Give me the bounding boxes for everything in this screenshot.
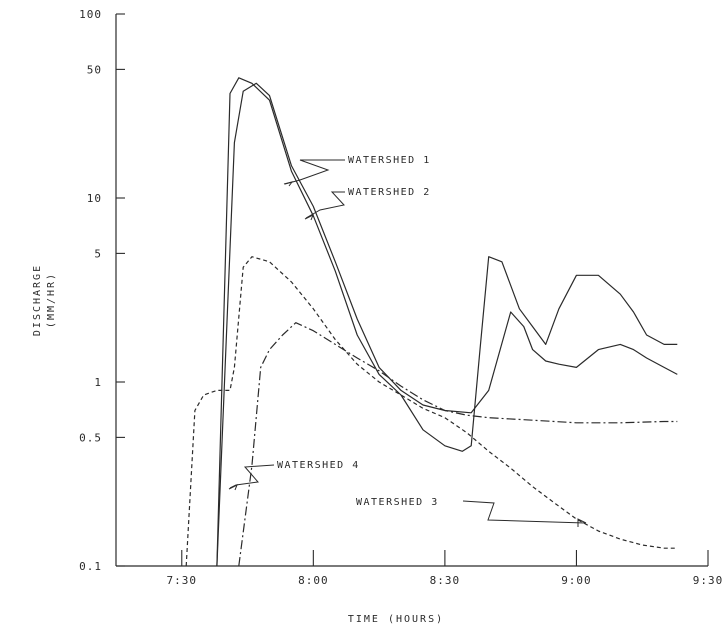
arrowhead-watershed-2	[304, 213, 314, 221]
x-tick-label: 8:00	[298, 574, 329, 587]
leader-watershed-2	[305, 191, 345, 219]
annotation-watershed-1: WATERSHED 1	[348, 155, 431, 166]
annotation-watershed-3: WATERSHED 3	[356, 497, 439, 508]
axis-titles: DISCHARGE (MM/HR) TIME (HOURS)	[32, 264, 444, 625]
series-line-watershed-4	[238, 322, 678, 567]
arrowhead-watershed-4	[228, 483, 238, 491]
x-tick-label: 8:30	[430, 574, 461, 587]
leader-watershed-1	[284, 159, 345, 185]
x-tick-label: 9:30	[693, 574, 724, 587]
y-axis-ticks: 0.1 0.5 1 5 10 50 100	[79, 8, 125, 573]
series-line-watershed-1	[216, 77, 678, 567]
series-group	[185, 77, 678, 567]
annotation-watershed-2: WATERSHED 2	[348, 187, 431, 198]
y-axis-units: (MM/HR)	[46, 272, 57, 328]
y-tick-label: 10	[87, 192, 102, 205]
x-axis-label: TIME (HOURS)	[348, 614, 444, 625]
series-line-watershed-3	[185, 256, 678, 567]
axes	[115, 14, 708, 567]
y-tick-label: 0.1	[79, 560, 102, 573]
x-axis-ticks: 7:30 8:00 8:30 9:00 9:30	[167, 550, 724, 587]
annotations: WATERSHED 1 WATERSHED 2 WATERSHED 4 WATE…	[228, 155, 587, 527]
y-tick-label: 0.5	[79, 431, 102, 444]
y-tick-label: 5	[94, 247, 102, 260]
y-axis-label: DISCHARGE	[32, 264, 43, 336]
y-tick-label: 1	[94, 376, 102, 389]
arrowhead-watershed-3	[577, 518, 587, 527]
y-tick-label: 50	[87, 63, 102, 76]
x-tick-label: 7:30	[167, 574, 198, 587]
annotation-watershed-4: WATERSHED 4	[277, 460, 360, 471]
x-tick-label: 9:00	[561, 574, 592, 587]
series-line-watershed-2	[216, 82, 678, 567]
arrowhead-watershed-1	[283, 181, 294, 187]
y-tick-label: 100	[79, 8, 102, 21]
leader-watershed-3	[462, 500, 586, 524]
